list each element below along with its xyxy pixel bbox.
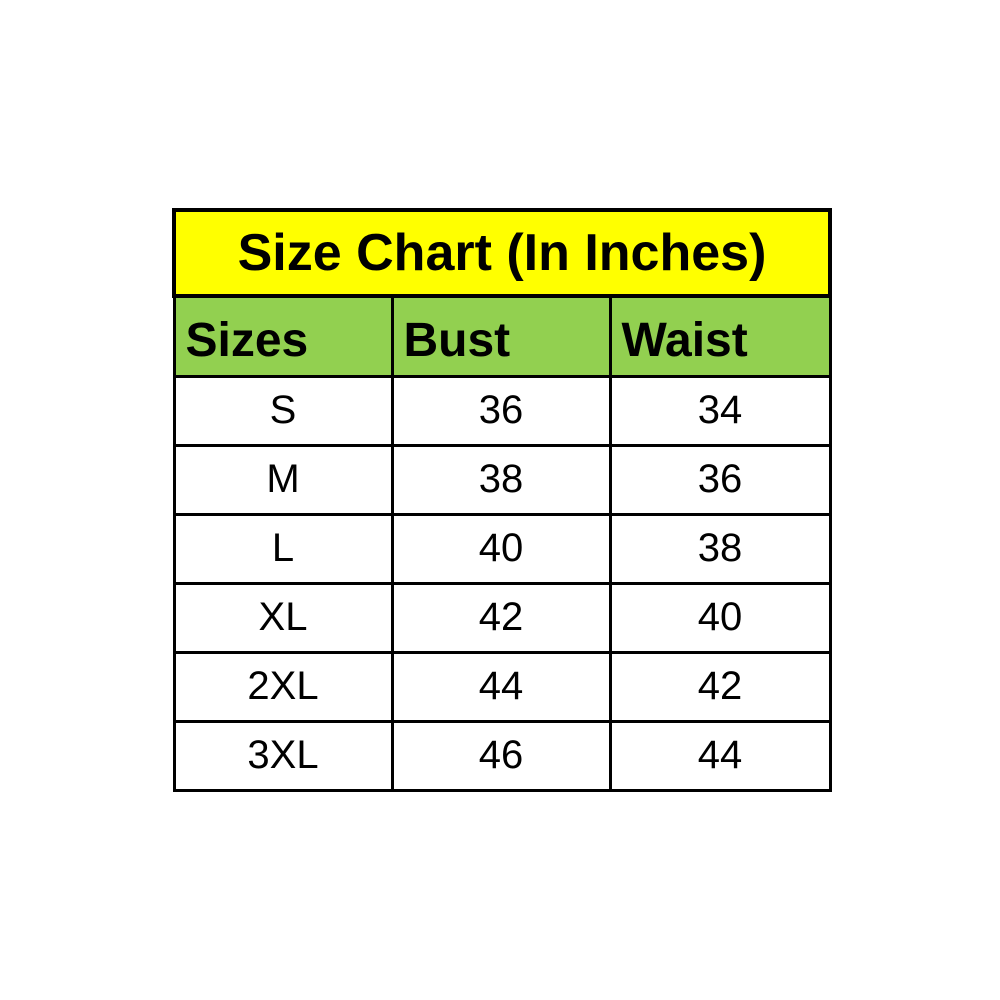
bust-cell: 38	[390, 443, 612, 516]
table-row: 3XL 46 44	[172, 719, 832, 792]
size-cell: 2XL	[172, 650, 394, 723]
column-header-bust: Bust	[390, 294, 612, 378]
table-row: S 36 34	[172, 374, 832, 447]
column-header-sizes: Sizes	[172, 294, 394, 378]
size-cell: M	[172, 443, 394, 516]
table-row: 2XL 44 42	[172, 650, 832, 723]
waist-cell: 40	[608, 581, 832, 654]
waist-cell: 38	[608, 512, 832, 585]
waist-cell: 34	[608, 374, 832, 447]
bust-cell: 42	[390, 581, 612, 654]
bust-cell: 46	[390, 719, 612, 792]
table-row: M 38 36	[172, 443, 832, 516]
waist-cell: 42	[608, 650, 832, 723]
table-title: Size Chart (In Inches)	[171, 208, 833, 298]
size-cell: L	[172, 512, 394, 585]
table-title-row: Size Chart (In Inches)	[171, 208, 833, 298]
size-chart-table: Size Chart (In Inches) Sizes Bust Waist …	[171, 208, 833, 792]
size-cell: S	[172, 374, 394, 447]
table-row: L 40 38	[172, 512, 832, 585]
table-header-row: Sizes Bust Waist	[172, 294, 832, 378]
size-cell: XL	[172, 581, 394, 654]
bust-cell: 40	[390, 512, 612, 585]
bust-cell: 44	[390, 650, 612, 723]
table-row: XL 42 40	[172, 581, 832, 654]
column-header-waist: Waist	[608, 294, 832, 378]
waist-cell: 44	[608, 719, 832, 792]
size-cell: 3XL	[172, 719, 394, 792]
bust-cell: 36	[390, 374, 612, 447]
waist-cell: 36	[608, 443, 832, 516]
